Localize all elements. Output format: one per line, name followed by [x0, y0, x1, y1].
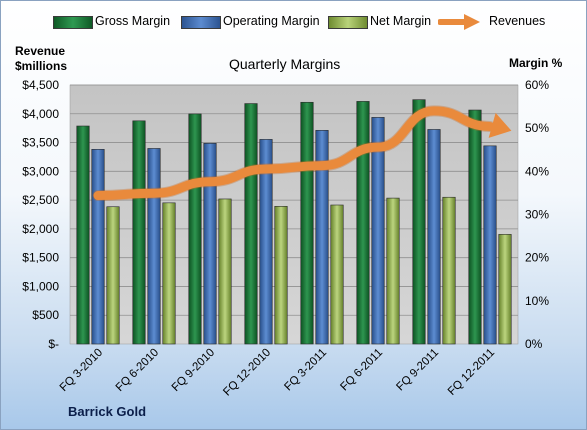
bar-operating-margin — [483, 145, 497, 345]
right-tick-label: 30% — [525, 208, 549, 222]
bar-gross-margin — [356, 101, 370, 345]
x-tick-label: FQ 3-2011 — [282, 347, 329, 394]
right-tick-label: 50% — [525, 121, 549, 135]
x-tick-label: FQ 9-2010 — [170, 347, 217, 394]
company-label: Barrick Gold — [68, 404, 147, 419]
right-tick-label: 20% — [525, 251, 549, 265]
bar-net-margin — [274, 205, 288, 345]
left-tick-label: $- — [48, 337, 59, 351]
bar-operating-margin — [259, 139, 273, 345]
x-tick-label: FQ 9-2011 — [394, 347, 441, 394]
left-tick-label: $2,000 — [22, 222, 59, 236]
legend-swatch-gross-margin — [53, 16, 93, 29]
bar-net-margin — [386, 197, 400, 345]
chart-title: Quarterly Margins — [229, 56, 341, 72]
left-tick-label: $4,500 — [22, 78, 59, 92]
bar-gross-margin — [76, 125, 90, 345]
bar-net-margin — [106, 206, 120, 345]
bar-net-margin — [330, 204, 344, 345]
legend-net-margin: Net Margin — [370, 14, 432, 28]
left-tick-label: $2,500 — [22, 193, 59, 207]
bar-net-margin — [162, 202, 176, 345]
revenue-arrowhead — [488, 112, 512, 138]
bar-operating-margin — [427, 129, 441, 345]
legend-revenues: Revenues — [489, 14, 546, 28]
left-tick-label: $3,500 — [22, 136, 59, 150]
bar-gross-margin — [412, 99, 426, 345]
bar-gross-margin — [468, 109, 482, 345]
legend-gross-margin: Gross Margin — [95, 14, 171, 28]
bar-gross-margin — [188, 113, 202, 345]
x-tick-label: FQ 12-2010 — [221, 347, 273, 399]
left-tick-label: $3,000 — [22, 164, 59, 178]
legend-revenues-arrow — [438, 14, 480, 30]
bar-net-margin — [442, 196, 456, 345]
left-tick-label: $1,000 — [22, 279, 59, 293]
bar-operating-margin — [203, 142, 217, 345]
left-tick-label: $1,500 — [22, 251, 59, 265]
bar-operating-margin — [371, 117, 385, 345]
bar-operating-margin — [147, 148, 161, 345]
bar-gross-margin — [132, 120, 146, 345]
x-tick-label: FQ 12-2011 — [446, 347, 497, 398]
x-tick-label: FQ 3-2010 — [58, 347, 105, 394]
right-axis-label: Margin % — [509, 56, 563, 70]
right-tick-label: 10% — [525, 294, 549, 308]
left-axis-label-line1: Revenue — [15, 44, 66, 58]
left-axis-label-line2: $millions — [15, 59, 68, 73]
x-tick-label: FQ 6-2011 — [338, 347, 385, 394]
bar-operating-margin — [315, 130, 329, 345]
bar-net-margin — [498, 234, 512, 345]
legend-operating-margin: Operating Margin — [223, 14, 320, 28]
left-tick-label: $4,000 — [22, 107, 59, 121]
legend-swatch-net-margin — [328, 16, 368, 29]
legend-swatch-operating-margin — [181, 16, 221, 29]
right-tick-label: 60% — [525, 78, 549, 92]
revenue-line — [93, 106, 495, 201]
right-tick-label: 0% — [525, 337, 543, 351]
left-tick-label: $500 — [32, 308, 59, 322]
bar-gross-margin — [244, 103, 258, 345]
bar-gross-margin — [300, 101, 314, 345]
right-tick-label: 40% — [525, 164, 549, 178]
x-tick-label: FQ 6-2010 — [114, 347, 161, 394]
bar-net-margin — [218, 198, 232, 345]
bar-operating-margin — [91, 149, 105, 345]
